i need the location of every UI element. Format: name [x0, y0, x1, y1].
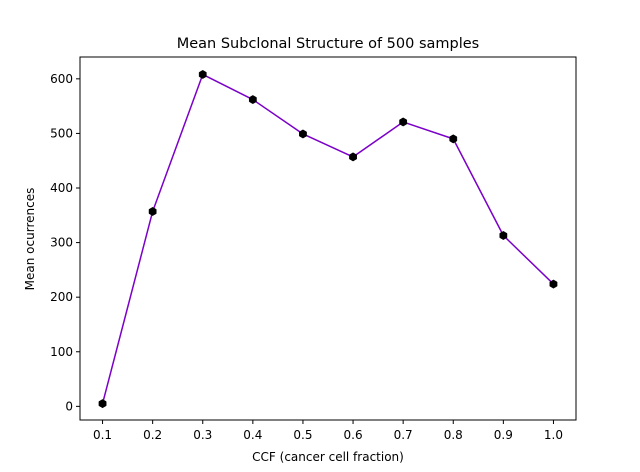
x-tick-label: 0.6 — [344, 428, 363, 442]
y-tick-label: 600 — [50, 72, 73, 86]
x-tick-label: 0.2 — [143, 428, 162, 442]
x-tick-label: 0.5 — [293, 428, 312, 442]
data-point — [198, 69, 207, 79]
x-tick-label: 0.4 — [243, 428, 262, 442]
data-point — [248, 95, 257, 105]
y-tick-label: 0 — [65, 399, 73, 413]
y-tick-label: 200 — [50, 290, 73, 304]
x-tick-label: 0.9 — [494, 428, 513, 442]
data-point — [549, 279, 558, 289]
data-point — [399, 117, 408, 127]
data-point — [499, 231, 508, 240]
plot-frame — [79, 56, 577, 421]
x-axis-label: CCF (cancer cell fraction) — [252, 450, 404, 464]
chart-title: Mean Subclonal Structure of 500 samples — [177, 36, 480, 52]
y-axis-label: Mean ocurrences — [23, 188, 37, 291]
x-tick-label: 0.3 — [193, 428, 212, 442]
series-line — [101, 73, 554, 404]
y-tick-label: 300 — [50, 236, 73, 250]
data-point — [299, 129, 307, 139]
x-tick-label: 1.0 — [544, 428, 563, 442]
x-tick-label: 0.7 — [394, 428, 413, 442]
data-point — [148, 206, 157, 216]
y-tick-label: 500 — [50, 126, 73, 140]
x-tick-label: 0.8 — [444, 428, 463, 442]
data-point — [449, 134, 458, 144]
x-tick-label: 0.1 — [93, 428, 112, 442]
y-tick-label: 400 — [50, 181, 73, 195]
plot-area: 0.1 0.2 0.3 0.4 0.5 0.6 0.7 0.8 0.9 1.0 0 100 200 300… — [50, 69, 563, 442]
y-tick-label: 100 — [50, 345, 73, 359]
data-point — [349, 152, 357, 162]
data-point — [98, 399, 107, 409]
